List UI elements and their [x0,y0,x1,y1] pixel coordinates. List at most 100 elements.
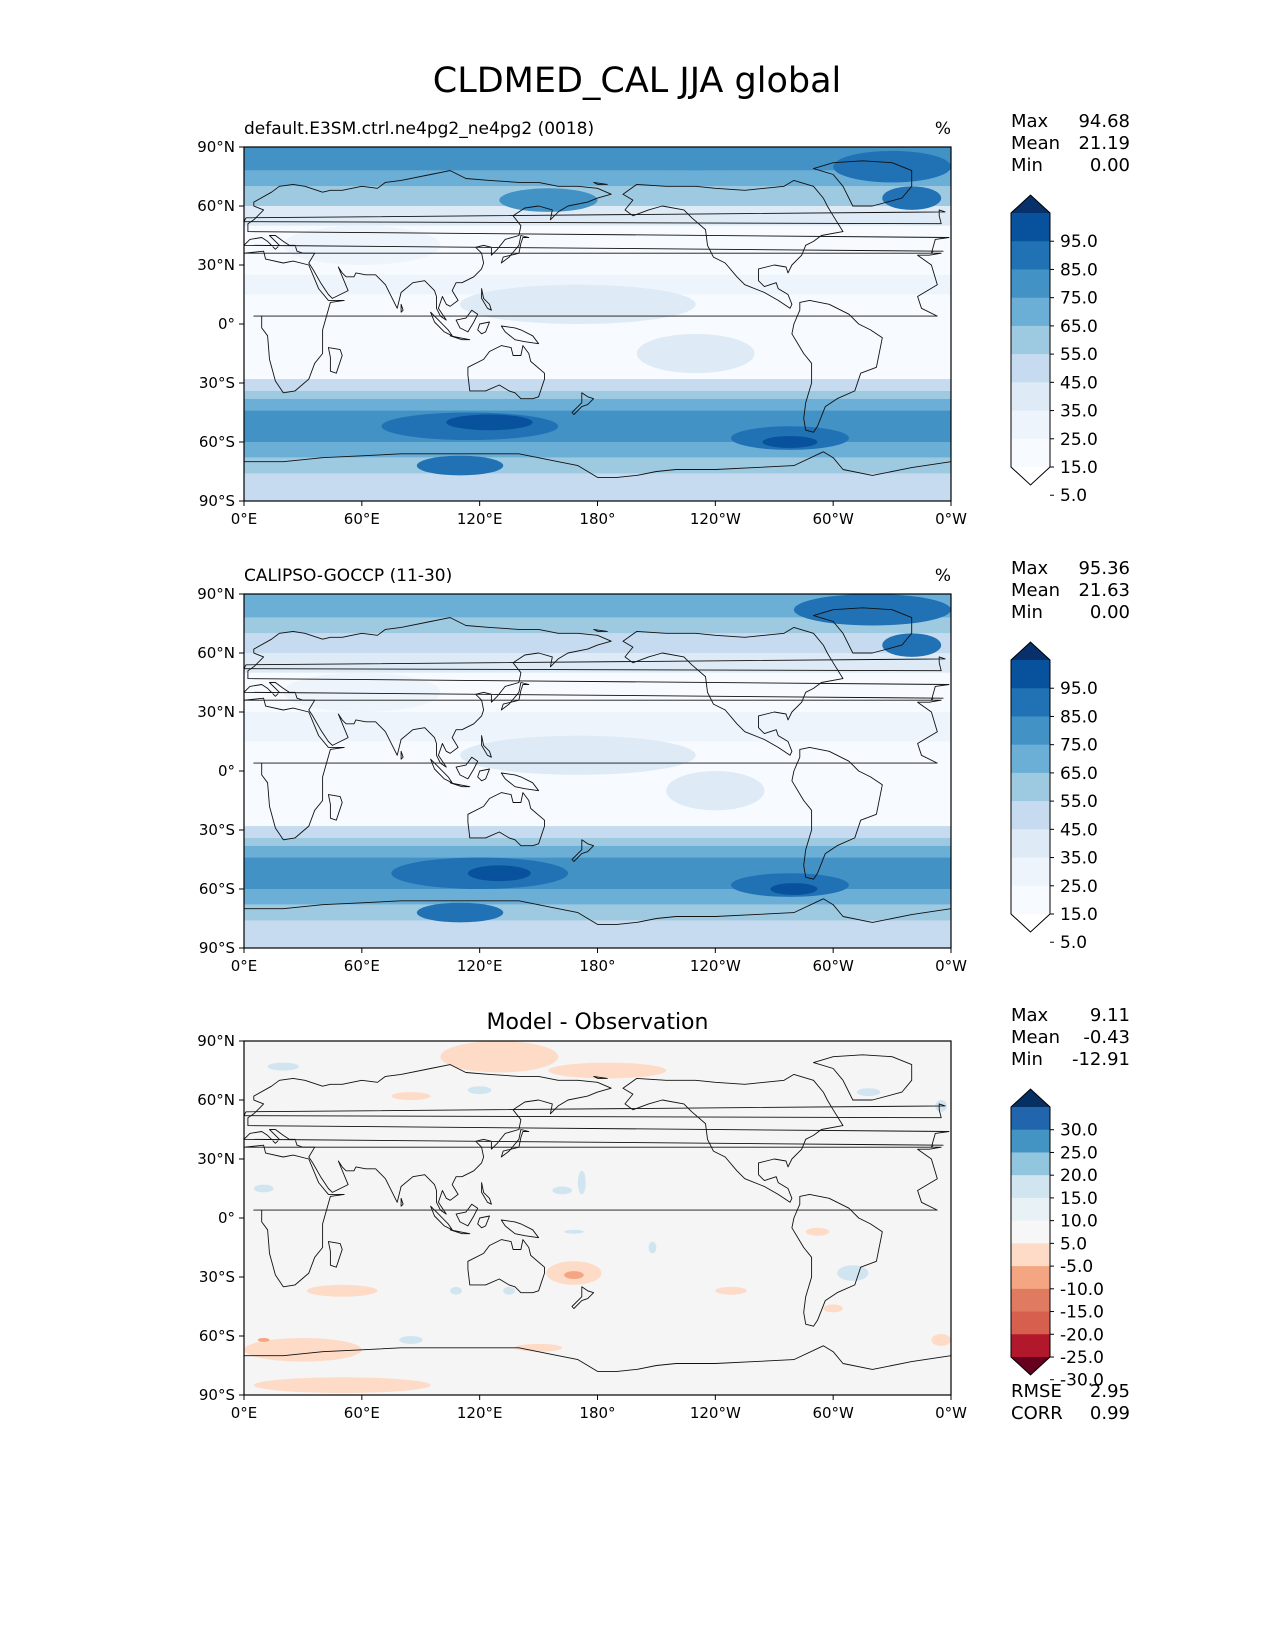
stat-label: Mean [1011,580,1060,601]
colorbar-swatch [1011,716,1050,746]
coastline [500,1219,540,1239]
coastline [449,335,471,341]
coastline [244,170,950,321]
x-tick-label: 60°E [344,510,380,528]
coastline [481,288,492,311]
y-tick-label: 30°S [199,1268,235,1286]
stat-value: 0.00 [1090,602,1130,623]
colorbar-swatch [1011,1107,1050,1131]
contour-band [244,457,951,474]
map-field [244,1041,951,1395]
coastline [449,782,471,788]
contour-band [244,398,951,411]
coastline [327,347,343,374]
colorbar-swatch [1011,1334,1050,1358]
coastline [622,626,844,756]
contour-region [499,188,598,212]
coastline [244,250,942,394]
coastline [244,697,942,841]
colorbar-tick-label: 75.0 [1060,736,1098,756]
coastline [500,325,540,345]
x-tick-label: 120°W [690,957,741,975]
coastline [813,160,913,207]
panel-model: 0°E 60°E 120°E 180° 120°W 60°W 0°W 90°N 60°N 30°N… [197,111,1130,528]
colorbar-tick-label: -15.0 [1060,1303,1104,1323]
coastline [449,1229,471,1235]
colorbar-tick-label: 55.0 [1060,792,1098,812]
colorbar-tick-label: 10.0 [1060,1212,1098,1232]
map-field [244,147,951,501]
coastline [791,299,883,433]
coastline [481,1182,492,1205]
colorbar-swatch [1011,1175,1050,1199]
map-background [244,1041,951,1395]
contour-region [460,284,696,325]
coastline [244,1345,951,1395]
panel-title: Model - Observation [487,1010,709,1035]
contour-region [552,1186,572,1195]
coastline [500,682,530,711]
coastline [571,839,595,862]
contour-region [823,1304,843,1313]
stat-label: Max [1011,1005,1049,1026]
coastlines [244,607,951,948]
contour-band [244,442,951,458]
x-tick-label: 60°E [344,957,380,975]
contour-region [257,1337,270,1342]
contour-region [440,1041,559,1073]
x-tick-label: 180° [579,957,615,975]
y-tick-label: 60°S [199,1327,235,1345]
stat-value: 0.99 [1090,1403,1130,1424]
colorbar-tick-label: 75.0 [1060,289,1098,309]
colorbar-tick-label: 55.0 [1060,345,1098,365]
contour-band [244,826,951,838]
colorbar-swatch [1011,297,1050,327]
coastline [244,1103,946,1119]
coastline [477,1215,490,1229]
colorbar-tick-label: -30.0 [1060,1371,1104,1391]
x-tick-label: 120°E [457,1404,503,1422]
stat-label: CORR [1011,1403,1063,1424]
y-tick-label: 60°S [199,433,235,451]
contour-region [715,1286,747,1295]
x-tick-label: 180° [579,1404,615,1422]
y-tick-label: 0° [218,315,235,333]
x-tick-label: 0°E [231,510,258,528]
contour-band [244,186,951,206]
contour-region [460,735,696,775]
x-tick-label: 0°W [935,957,967,975]
stat-label: Min [1011,602,1043,623]
coastline [455,309,479,333]
coastline [791,746,883,880]
x-tick-label: 180° [579,510,615,528]
contour-region [666,771,765,811]
contour-band [244,379,951,391]
y-tick-label: 90°N [197,585,235,603]
panel-title-left: CALIPSO-GOCCP (11-30) [244,566,452,586]
contour-region [399,1336,423,1344]
coastline [477,321,490,335]
map-field [244,594,951,948]
contour-region [446,414,533,431]
contour-band [244,170,951,187]
colorbar-swatch [1011,1288,1050,1313]
colorbar-tick-label: 25.0 [1060,877,1098,897]
stat-value: 95.36 [1078,558,1130,579]
x-tick-label: 0°W [935,510,967,528]
colorbar-swatch [1011,241,1050,270]
coastline [467,1239,545,1294]
contour-region [515,1343,563,1352]
contour-region [253,1377,431,1394]
coastline [622,1073,844,1203]
colorbar-tick-label: -5.0 [1060,1257,1093,1277]
contour-region [833,150,951,183]
contour-band [244,920,951,948]
colorbar-swatch [1011,438,1050,468]
contour-band [244,617,951,634]
coastline [467,345,545,400]
colorbar-tick-label: 5.0 [1060,933,1087,953]
contour-region [253,1184,274,1193]
colorbar-swatch [1011,213,1050,242]
y-tick-label: 0° [218,762,235,780]
